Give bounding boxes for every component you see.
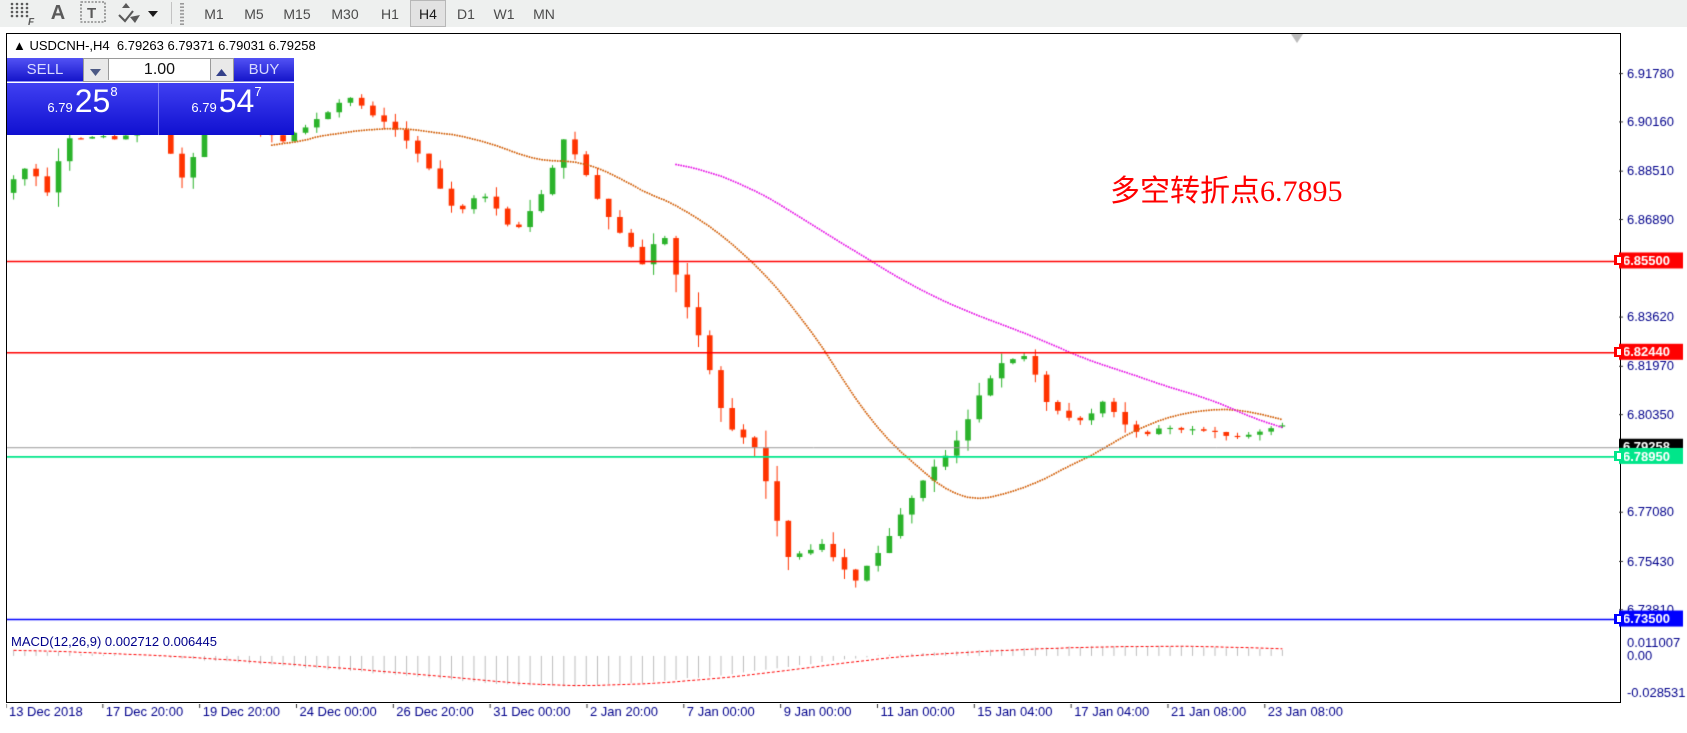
svg-text:F: F — [28, 17, 35, 27]
svg-text:T: T — [87, 5, 96, 22]
